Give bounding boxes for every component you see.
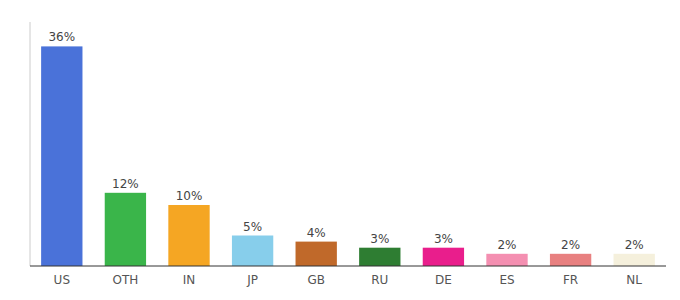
data-label: 2% xyxy=(625,238,644,252)
x-tick-label: RU xyxy=(371,273,388,287)
data-label: 4% xyxy=(307,226,326,240)
bar xyxy=(550,254,591,266)
x-axis-line xyxy=(30,266,666,267)
data-label: 3% xyxy=(370,232,389,246)
chart-svg: US OTH IN JP GB RU DE ES FR NL 36% 12% 10% 5% 4% 3% 3% 2%… xyxy=(0,0,680,300)
bar xyxy=(232,236,273,267)
chart-container: US OTH IN JP GB RU DE ES FR NL 36% 12% 10% 5% 4% 3% 3% 2%… xyxy=(0,0,680,300)
bar xyxy=(486,254,527,266)
x-tick-label: US xyxy=(54,273,70,287)
bar xyxy=(359,248,400,266)
data-label: 12% xyxy=(112,177,139,191)
data-label: 5% xyxy=(243,220,262,234)
x-tick-label: OTH xyxy=(112,273,138,287)
data-label: 10% xyxy=(176,189,203,203)
page: {"chart_data": {"type": "bar", "categori… xyxy=(0,0,680,300)
x-tick-label: GB xyxy=(307,273,325,287)
y-axis-line xyxy=(30,22,31,266)
bar xyxy=(423,248,464,266)
x-tick-label: FR xyxy=(563,273,578,287)
x-tick-label: IN xyxy=(183,273,196,287)
bar xyxy=(168,205,209,266)
data-label: 36% xyxy=(48,30,75,44)
x-tick-label: JP xyxy=(246,273,258,287)
bar xyxy=(105,193,146,266)
bar xyxy=(41,46,82,266)
data-label: 2% xyxy=(497,238,516,252)
data-labels: 36% 12% 10% 5% 4% 3% 3% 2% 2% 2% xyxy=(48,30,643,251)
x-tick-label: NL xyxy=(626,273,642,287)
x-tick-label: DE xyxy=(435,273,452,287)
x-tick-label: ES xyxy=(499,273,514,287)
bars xyxy=(41,46,655,266)
data-label: 2% xyxy=(561,238,580,252)
bar xyxy=(614,254,655,266)
bar xyxy=(296,242,337,266)
data-label: 3% xyxy=(434,232,453,246)
x-ticks: US OTH IN JP GB RU DE ES FR NL xyxy=(54,273,643,287)
